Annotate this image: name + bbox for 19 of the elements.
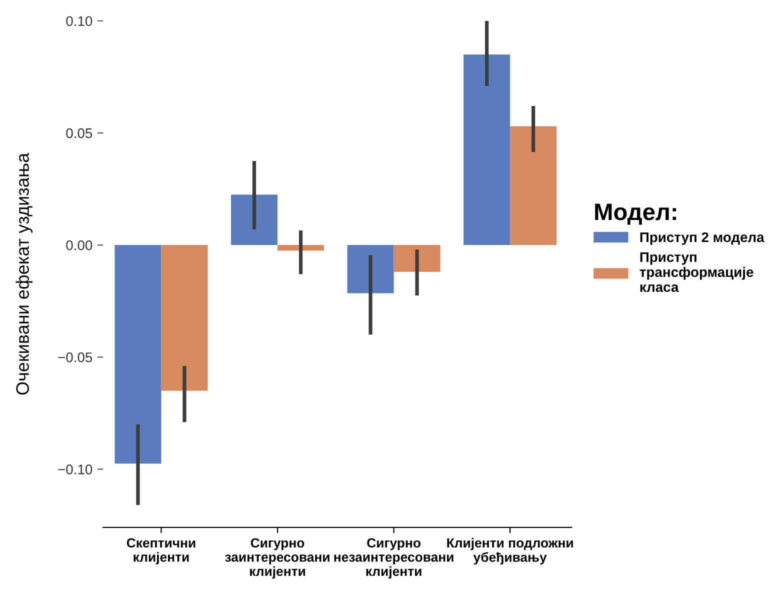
bar bbox=[278, 245, 324, 251]
bar bbox=[464, 54, 510, 246]
x-tick-label: Сигурно заинтересовани клијенти bbox=[225, 538, 330, 579]
y-tick-label: 0.05 bbox=[66, 128, 92, 138]
y-tick-label: 0.00 bbox=[66, 240, 92, 250]
bar bbox=[510, 126, 557, 246]
y-tick-label: −0.10 bbox=[58, 464, 92, 474]
legend-label: Приступ 2 модела bbox=[640, 232, 764, 245]
bar bbox=[161, 245, 208, 391]
legend-label: Приступ трансформације класа bbox=[640, 252, 754, 292]
bar bbox=[114, 245, 162, 464]
legend-title: Модел: bbox=[595, 204, 676, 225]
x-tick-label: Скептични клијенти bbox=[126, 538, 196, 564]
y-tick-label: 0.10 bbox=[66, 16, 92, 26]
y-tick-label: −0.05 bbox=[58, 352, 92, 362]
bar bbox=[347, 245, 394, 294]
bar bbox=[231, 194, 278, 246]
bar bbox=[394, 245, 440, 272]
y-axis-title: Очекивани ефекат уздизања bbox=[16, 152, 33, 395]
